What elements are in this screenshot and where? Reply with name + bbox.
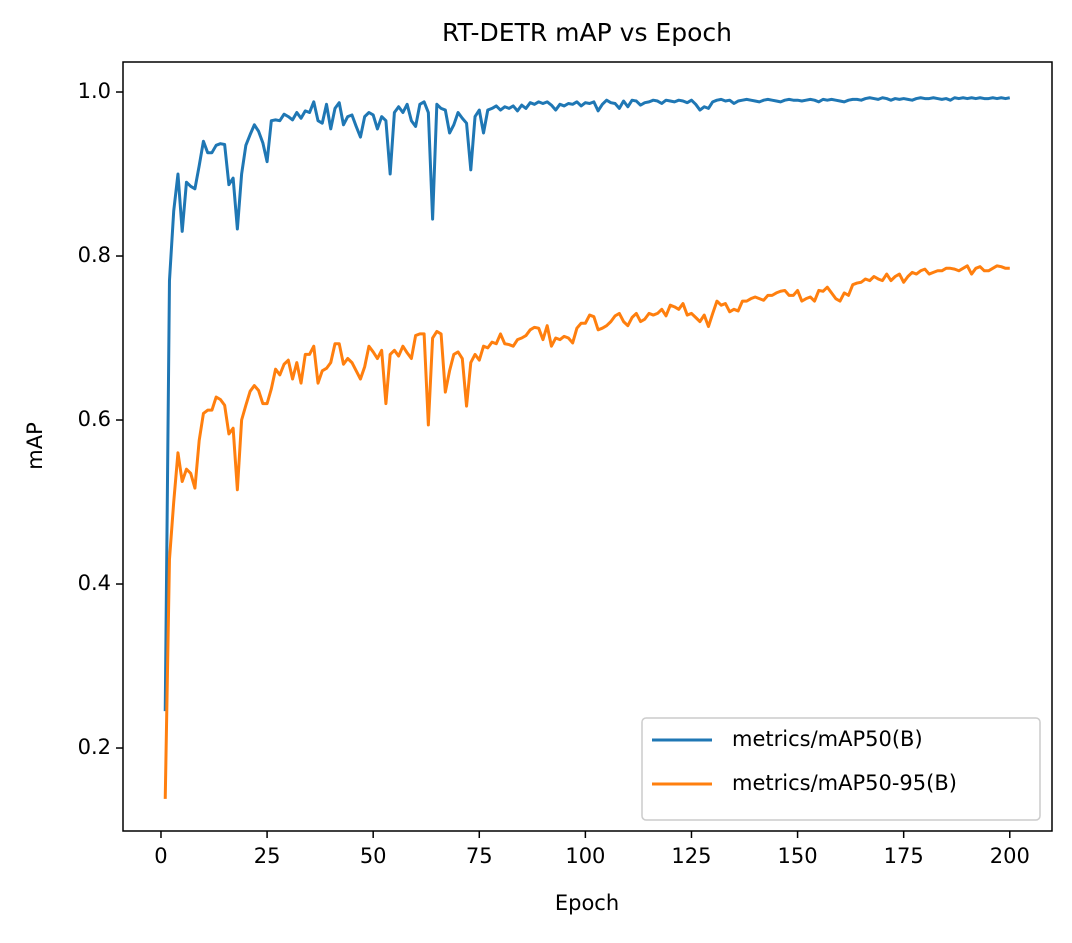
x-tick-label: 175 [884,844,924,868]
x-tick-label: 75 [466,844,493,868]
chart-title: RT-DETR mAP vs Epoch [442,18,732,47]
legend-label: metrics/mAP50(B) [732,727,923,751]
y-tick-label: 0.2 [78,735,111,759]
y-tick-label: 0.8 [78,243,111,267]
y-axis-label: mAP [23,422,47,470]
x-tick-label: 125 [671,844,711,868]
legend-box [641,717,1041,821]
y-tick-label: 0.4 [78,571,111,595]
legend-label: metrics/mAP50-95(B) [732,771,957,795]
x-tick-label: 150 [778,844,818,868]
x-tick-label: 0 [154,844,167,868]
x-tick-label: 50 [360,844,387,868]
x-axis-label: Epoch [555,891,619,915]
series-line [163,264,1010,799]
plot-frame [122,61,1053,832]
x-tick-label: 200 [990,844,1030,868]
x-tick-label: 100 [565,844,605,868]
y-tick-label: 1.0 [78,79,111,103]
y-tick-label: 0.6 [78,407,111,431]
series-line [163,96,1011,712]
x-tick-label: 25 [254,844,281,868]
